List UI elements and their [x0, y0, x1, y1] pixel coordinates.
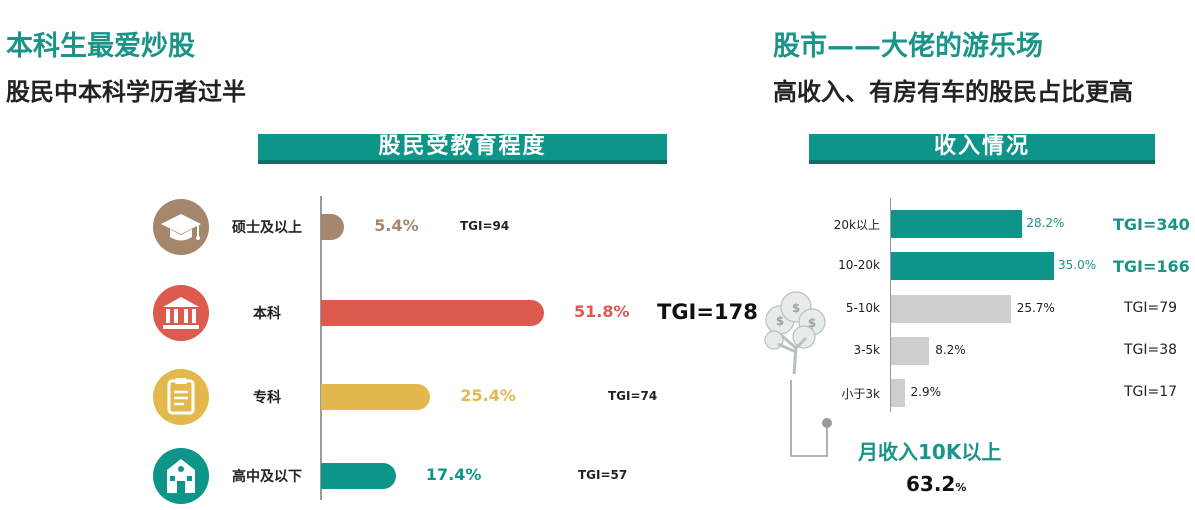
graduation-cap-icon	[153, 199, 209, 255]
education-value-label: 51.8%	[574, 302, 630, 321]
callout-value-group: 63.2%	[906, 472, 966, 496]
income-value-label: 25.7%	[1016, 301, 1055, 315]
education-axis-line	[320, 196, 322, 500]
education-category-label: 硕士及以上	[232, 220, 302, 236]
income-tgi-label: TGI=79	[1124, 300, 1178, 316]
callout-label: 月收入10K以上	[858, 440, 1002, 464]
education-value-label: 17.4%	[425, 465, 482, 484]
education-tgi-label: TGI=74	[608, 389, 658, 403]
income-value-label: 2.9%	[910, 385, 942, 399]
income-tgi-label: TGI=166	[1113, 257, 1190, 276]
education-tgi-label: TGI=57	[578, 468, 628, 482]
overall-tgi: TGI=178	[657, 300, 758, 324]
income-bar	[891, 379, 905, 407]
income-bar	[891, 295, 1011, 323]
education-category-label: 专科	[253, 390, 281, 406]
left-subtitle: 股民中本科学历者过半	[6, 78, 246, 106]
bank-building-icon	[153, 285, 209, 341]
education-category-label: 本科	[253, 306, 281, 322]
income-category-label: 20k以上	[833, 218, 880, 232]
income-category-label: 5-10k	[845, 301, 880, 315]
education-value-label: 5.4%	[374, 216, 419, 235]
education-category-label: 高中及以下	[232, 469, 302, 485]
right-subtitle: 高收入、有房有车的股民占比更高	[773, 78, 1133, 106]
income-tgi-label: TGI=17	[1124, 384, 1178, 400]
svg-text:$: $	[776, 314, 784, 328]
income-bar	[891, 337, 930, 365]
income-banner: 收入情况	[809, 134, 1155, 164]
income-bar	[891, 210, 1023, 238]
income-value-label: 35.0%	[1058, 258, 1097, 272]
education-bar	[321, 300, 544, 326]
right-title: 股市——大佬的游乐场	[773, 31, 1043, 62]
callout-value: 63.2	[906, 472, 956, 496]
income-tgi-label: TGI=340	[1113, 215, 1190, 234]
income-bar	[891, 252, 1054, 280]
svg-text:$: $	[792, 301, 800, 315]
education-bar	[321, 384, 431, 410]
income-category-label: 小于3k	[841, 387, 880, 401]
income-category-label: 10-20k	[838, 258, 880, 272]
income-value-label: 28.2%	[1026, 216, 1065, 230]
education-banner: 股民受教育程度	[258, 134, 667, 164]
income-category-label: 3-5k	[853, 343, 880, 357]
income-tgi-label: TGI=38	[1124, 342, 1178, 358]
callout-unit: %	[955, 481, 967, 494]
education-bar	[321, 463, 396, 489]
income-value-label: 8.2%	[935, 343, 966, 357]
clipboard-icon	[153, 369, 209, 425]
school-house-icon	[153, 448, 209, 504]
education-tgi-label: TGI=94	[460, 219, 510, 233]
svg-text:$: $	[808, 316, 816, 330]
left-title: 本科生最爱炒股	[6, 31, 195, 62]
money-tree-icon: $ $ $	[764, 291, 826, 375]
callout-connector	[790, 380, 832, 457]
education-value-label: 25.4%	[460, 386, 516, 405]
income-axis-line	[890, 198, 891, 412]
education-bar	[321, 214, 345, 240]
